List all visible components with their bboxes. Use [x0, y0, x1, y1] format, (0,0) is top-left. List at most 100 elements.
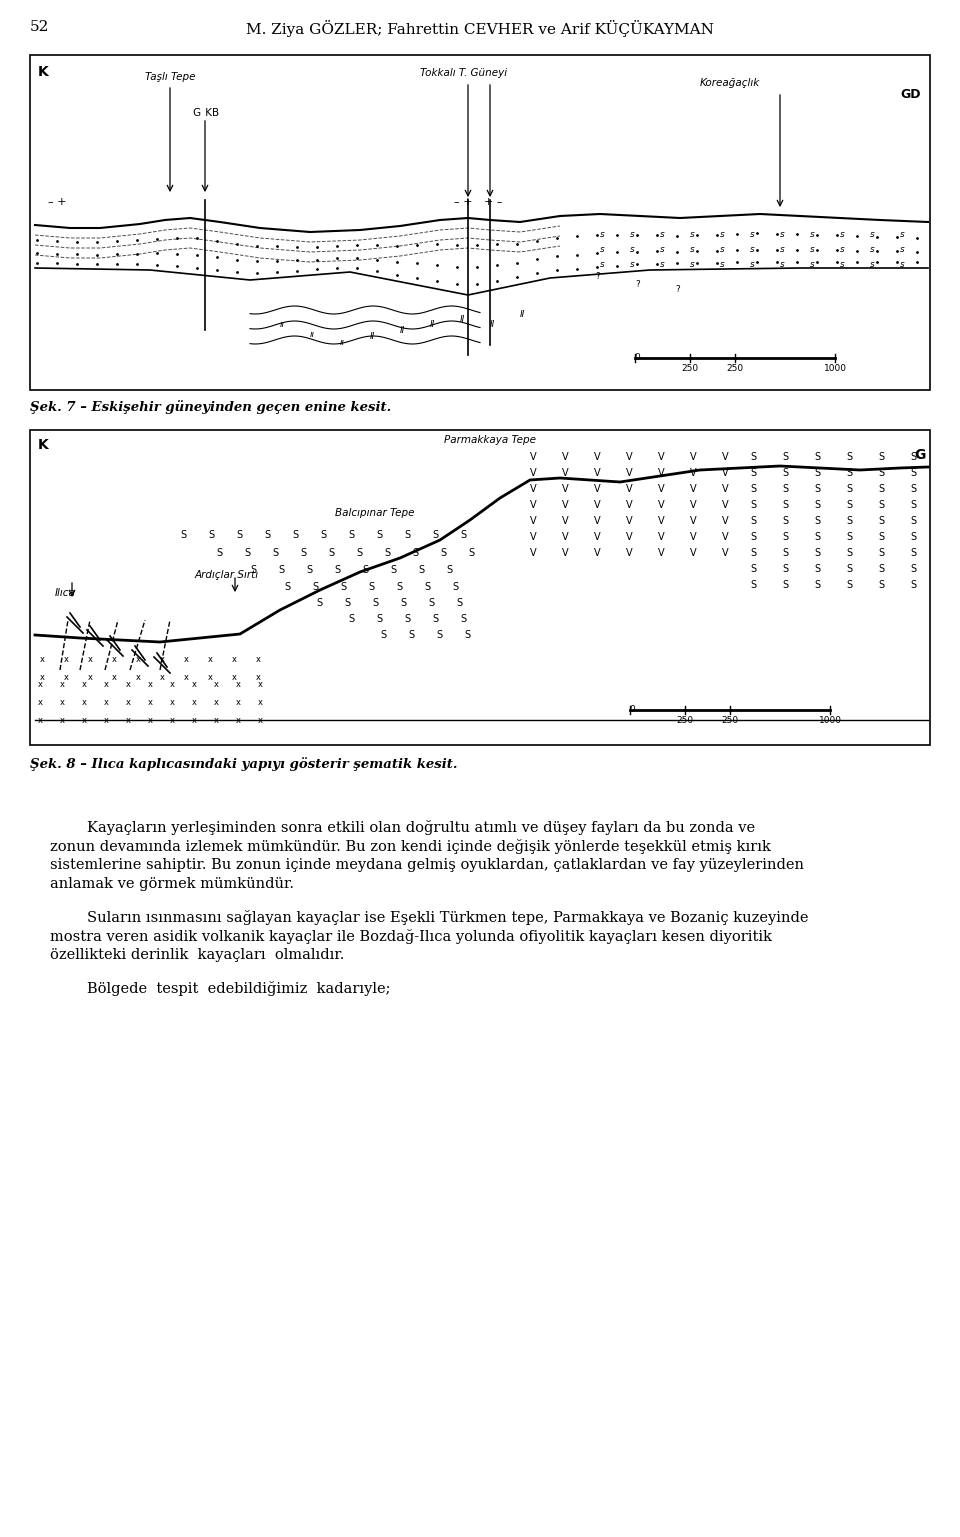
Text: x: x: [192, 698, 197, 707]
Text: V: V: [722, 532, 729, 543]
Text: x: x: [236, 716, 241, 725]
Text: x: x: [64, 655, 69, 664]
Text: S: S: [782, 484, 788, 493]
Text: S: S: [348, 613, 354, 624]
Text: s: s: [690, 244, 695, 254]
Text: S: S: [878, 516, 884, 526]
Text: s: s: [720, 244, 725, 254]
Text: Tokkalı T. Güneyi: Tokkalı T. Güneyi: [420, 68, 507, 78]
Text: S: S: [750, 564, 756, 573]
Text: II: II: [400, 326, 405, 335]
Text: S: S: [418, 566, 424, 575]
Text: V: V: [658, 532, 664, 543]
Text: II: II: [370, 332, 375, 341]
Text: ?: ?: [675, 284, 680, 294]
Text: V: V: [722, 452, 729, 463]
Text: zonun devamında izlemek mümkündür. Bu zon kendi içinde değişik yönlerde teşekkül: zonun devamında izlemek mümkündür. Bu zo…: [50, 839, 771, 855]
Text: S: S: [814, 532, 820, 543]
Text: S: S: [460, 613, 467, 624]
Text: x: x: [258, 679, 263, 689]
Text: S: S: [408, 630, 414, 639]
Text: S: S: [468, 549, 474, 558]
Text: s: s: [900, 260, 904, 269]
Text: Balcıpınar Tepe: Balcıpınar Tepe: [335, 509, 415, 518]
Text: s: s: [630, 231, 635, 238]
Text: 0: 0: [629, 705, 635, 715]
Text: s: s: [750, 260, 755, 269]
Text: – +: – +: [454, 197, 472, 207]
Text: V: V: [658, 500, 664, 510]
Text: V: V: [626, 484, 633, 493]
Text: S: S: [878, 484, 884, 493]
Text: S: S: [750, 500, 756, 510]
Text: S: S: [216, 549, 222, 558]
Text: S: S: [396, 583, 402, 592]
Text: Taşlı Tepe: Taşlı Tepe: [145, 72, 196, 81]
Text: V: V: [562, 549, 568, 558]
Text: s: s: [630, 244, 635, 254]
Text: ıı: ıı: [340, 338, 345, 347]
Text: S: S: [316, 598, 323, 609]
Text: V: V: [562, 532, 568, 543]
Text: S: S: [814, 564, 820, 573]
Text: Şek. 7 – Eskişehir güneyinden geçen enine kesit.: Şek. 7 – Eskişehir güneyinden geçen enin…: [30, 400, 392, 413]
Text: S: S: [208, 530, 214, 539]
Text: S: S: [750, 452, 756, 463]
Text: S: S: [878, 579, 884, 590]
Text: V: V: [626, 532, 633, 543]
Text: s: s: [870, 244, 875, 254]
Text: S: S: [278, 566, 284, 575]
Text: S: S: [846, 564, 852, 573]
Text: x: x: [136, 673, 141, 682]
Text: V: V: [722, 467, 729, 478]
Text: V: V: [530, 484, 537, 493]
Text: V: V: [658, 549, 664, 558]
Text: s: s: [750, 231, 755, 238]
Text: V: V: [690, 516, 697, 526]
Text: V: V: [690, 484, 697, 493]
Text: S: S: [390, 566, 396, 575]
Text: S: S: [910, 564, 916, 573]
Text: S: S: [432, 613, 438, 624]
Text: S: S: [328, 549, 334, 558]
Text: x: x: [40, 655, 45, 664]
Text: S: S: [272, 549, 278, 558]
Text: x: x: [256, 655, 261, 664]
Text: S: S: [814, 579, 820, 590]
Text: x: x: [170, 698, 175, 707]
Text: S: S: [300, 549, 306, 558]
Text: S: S: [910, 500, 916, 510]
Text: G: G: [914, 447, 925, 463]
Text: x: x: [60, 716, 65, 725]
Text: x: x: [236, 698, 241, 707]
Text: S: S: [264, 530, 270, 539]
Text: S: S: [464, 630, 470, 639]
Text: x: x: [126, 716, 131, 725]
Text: s: s: [780, 244, 784, 254]
Text: x: x: [60, 698, 65, 707]
Text: s: s: [870, 231, 875, 238]
Text: 1000: 1000: [819, 716, 842, 725]
Text: V: V: [594, 549, 601, 558]
Text: V: V: [530, 500, 537, 510]
Text: S: S: [362, 566, 368, 575]
Text: S: S: [814, 516, 820, 526]
Text: V: V: [626, 467, 633, 478]
Text: S: S: [910, 467, 916, 478]
Text: S: S: [782, 549, 788, 558]
Text: x: x: [112, 655, 117, 664]
Text: V: V: [626, 500, 633, 510]
Text: V: V: [690, 452, 697, 463]
Text: x: x: [160, 655, 165, 664]
Text: x: x: [88, 673, 93, 682]
Text: S: S: [380, 630, 386, 639]
Text: S: S: [910, 452, 916, 463]
Text: V: V: [594, 516, 601, 526]
Text: K: K: [38, 65, 49, 78]
Text: V: V: [562, 467, 568, 478]
Text: V: V: [690, 467, 697, 478]
Text: S: S: [782, 579, 788, 590]
Text: II: II: [430, 320, 435, 329]
Text: Bölgede  tespit  edebildiğimiz  kadarıyle;: Bölgede tespit edebildiğimiz kadarıyle;: [50, 981, 391, 996]
Text: KB: KB: [202, 108, 219, 118]
